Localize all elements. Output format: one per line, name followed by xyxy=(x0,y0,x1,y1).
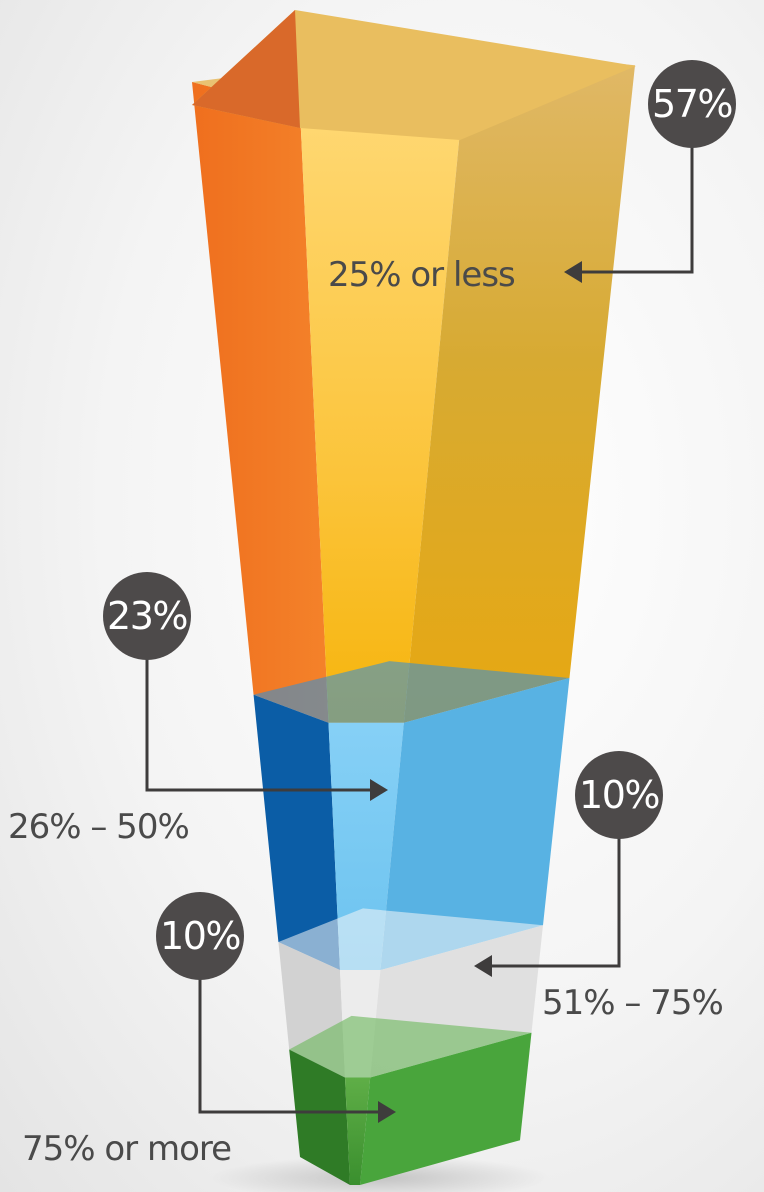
segment-right-face xyxy=(403,65,635,723)
segment-top-face xyxy=(253,661,570,723)
value-badge-4 xyxy=(156,892,244,980)
value-label-3: 10% xyxy=(579,773,659,817)
leader-line-2 xyxy=(145,658,384,792)
value-label-2: 23% xyxy=(107,594,187,638)
value-badge-3 xyxy=(575,751,663,839)
leader-arrow-2 xyxy=(370,779,388,801)
column-segment-1 xyxy=(192,48,635,723)
column-top-rim-left xyxy=(192,10,300,128)
leader-line-4 xyxy=(198,978,392,1114)
value-badge-2 xyxy=(103,572,191,660)
leader-line-3 xyxy=(478,837,621,968)
badge-layer: 57% 23% 10% 10% xyxy=(103,60,736,980)
leader-arrow-3 xyxy=(474,955,492,977)
segment-right-face xyxy=(380,677,570,970)
value-badge-1 xyxy=(648,60,736,148)
segment-top-face xyxy=(289,1015,532,1078)
segment-front-face xyxy=(300,110,462,723)
leader-line-1 xyxy=(568,146,694,274)
label-layer: 25% or less 26% – 50% 51% – 75% 75% or more xyxy=(8,255,724,1169)
leader-arrow-1 xyxy=(564,261,582,283)
column-top-rim xyxy=(192,10,636,140)
segment-left-face xyxy=(253,694,340,970)
segment-front-face xyxy=(345,1077,371,1185)
category-label-2: 26% – 50% xyxy=(8,807,189,847)
category-label-4: 75% or more xyxy=(22,1129,231,1169)
category-label-3: 51% – 75% xyxy=(542,983,723,1023)
value-label-4: 10% xyxy=(160,914,240,958)
value-label-1: 57% xyxy=(652,82,732,126)
leader-arrow-4 xyxy=(378,1101,396,1123)
column-segment-4 xyxy=(289,1015,532,1185)
segment-right-face xyxy=(360,1032,532,1185)
leader-layer xyxy=(145,146,694,1123)
column-segment-2 xyxy=(253,661,570,970)
segment-left-face xyxy=(192,82,329,723)
category-label-1: 25% or less xyxy=(328,255,515,295)
segment-top-face xyxy=(278,908,543,970)
column-layer xyxy=(192,10,636,1192)
segment-left-face xyxy=(289,1049,350,1185)
segment-front-face xyxy=(328,722,404,970)
